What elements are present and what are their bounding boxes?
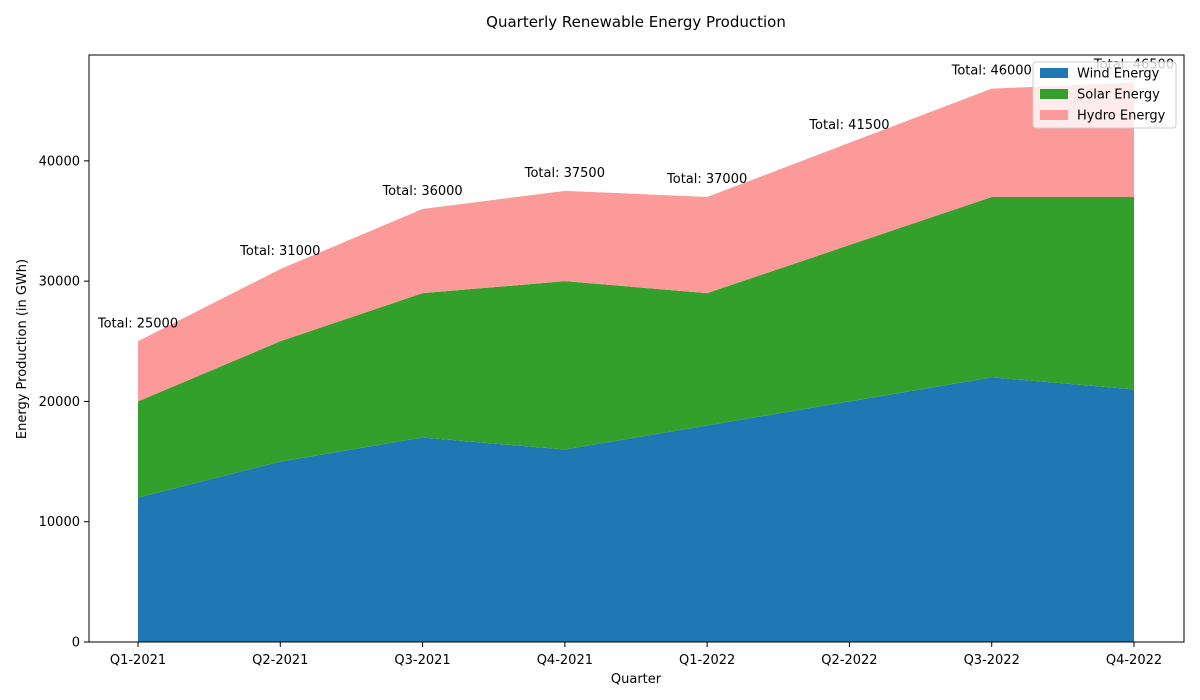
legend-swatch-solar-energy: [1040, 89, 1068, 99]
y-tick-label: 20000: [39, 395, 80, 410]
annotation-total: Total: 41500: [808, 118, 889, 133]
area-layers: [138, 82, 1134, 642]
y-tick-label: 10000: [39, 515, 80, 530]
y-axis: 0 10000 20000 30000 40000: [39, 154, 89, 651]
x-tick-label: Q4-2021: [537, 653, 593, 668]
area-hydro-energy: [138, 82, 1134, 402]
total-annotations: Total: 25000 Total: 31000 Total: 36000 Tota…: [97, 58, 1174, 332]
chart-title: Quarterly Renewable Energy Production: [486, 13, 786, 31]
annotation-total: Total: 46000: [951, 64, 1032, 79]
annotation-total: Total: 37000: [666, 172, 747, 187]
legend-label-hydro-energy: Hydro Energy: [1077, 109, 1166, 124]
y-tick-label: 30000: [39, 275, 80, 290]
y-axis-label: Energy Production (in GWh): [15, 259, 30, 439]
area-solar-energy: [138, 196, 1134, 498]
x-tick-label: Q2-2022: [821, 653, 877, 668]
legend-label-solar-energy: Solar Energy: [1077, 88, 1160, 103]
x-axis-label: Quarter: [611, 672, 662, 687]
area-wind-energy: [138, 377, 1134, 642]
x-tick-label: Q3-2022: [964, 653, 1020, 668]
y-tick-label: 40000: [39, 154, 80, 169]
legend-swatch-wind-energy: [1040, 68, 1068, 78]
annotation-total: Total: 31000: [239, 244, 320, 259]
legend-swatch-hydro-energy: [1040, 110, 1068, 120]
annotation-total: Total: 37500: [524, 166, 605, 181]
legend-label-wind-energy: Wind Energy: [1077, 67, 1160, 82]
y-tick-label: 0: [72, 636, 80, 651]
x-tick-label: Q1-2022: [679, 653, 735, 668]
annotation-total: Total: 36000: [381, 184, 462, 199]
x-tick-label: Q2-2021: [252, 653, 308, 668]
x-tick-label: Q4-2022: [1106, 653, 1162, 668]
legend: Wind Energy Solar Energy Hydro Energy: [1032, 61, 1177, 129]
x-tick-label: Q3-2021: [394, 653, 450, 668]
x-tick-label: Q1-2021: [110, 653, 166, 668]
legend-box: [1032, 61, 1177, 129]
x-axis: Q1-2021 Q2-2021 Q3-2021 Q4-2021 Q1-2022 Q2-20…: [110, 642, 1162, 668]
annotation-total: Total: 25000: [97, 316, 178, 331]
plot-frame: [88, 54, 1185, 643]
